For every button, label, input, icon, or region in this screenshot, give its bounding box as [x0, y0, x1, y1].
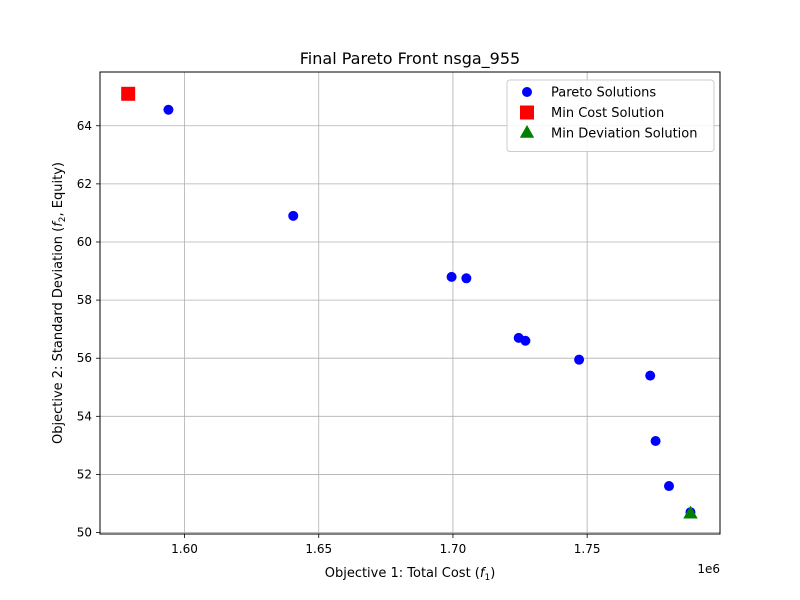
- y-axis-label-text: Objective 2: Standard Deviation (: [51, 227, 66, 444]
- pareto-point: [574, 354, 585, 365]
- legend-box: [506, 79, 715, 152]
- legend-marker: [522, 87, 532, 97]
- legend-label: Min Deviation Solution: [551, 127, 697, 142]
- y-axis-label-end: , Equity): [51, 162, 66, 216]
- pareto-point: [520, 335, 531, 346]
- x-axis-label-symbol: f: [480, 566, 487, 581]
- pareto-point: [461, 273, 472, 284]
- y-tick-label: 54: [77, 409, 92, 423]
- y-tick-label: 56: [77, 351, 92, 365]
- min-cost-point: [121, 86, 136, 101]
- x-axis-label-end: ): [490, 566, 495, 581]
- pareto-point: [664, 481, 675, 492]
- x-tick-label: 1.75: [574, 542, 601, 556]
- legend-marker: [520, 105, 534, 120]
- min-deviation-point: [683, 505, 698, 519]
- pareto-point: [650, 436, 661, 447]
- y-tick-label: 60: [77, 235, 92, 249]
- y-tick-label: 50: [77, 526, 92, 540]
- x-axis-label: Objective 1: Total Cost (f1): [325, 566, 496, 583]
- x-tick-label: 1.65: [305, 542, 332, 556]
- pareto-point: [645, 370, 656, 381]
- x-axis-label-subscript: 1: [484, 573, 490, 583]
- grid: [100, 72, 720, 534]
- plot-frame: [99, 71, 721, 535]
- ticks: 1.60 1.65 1.70 1.75 50 52 54 56 58 60 62 64: [77, 119, 601, 556]
- legend: Pareto Solutions Min Cost Solution Min Dev…: [506, 79, 715, 152]
- y-tick-label: 64: [77, 119, 92, 133]
- y-axis-label-subscript: 2: [58, 216, 68, 222]
- y-tick-label: 58: [77, 293, 92, 307]
- x-tick-label: 1.70: [440, 542, 467, 556]
- y-axis-label: Objective 2: Standard Deviation (f2, Equ…: [51, 162, 68, 444]
- pareto-point: [288, 210, 299, 221]
- legend-label: Pareto Solutions: [551, 86, 656, 101]
- data-layer: [121, 86, 698, 519]
- y-axis-label-symbol: f: [51, 220, 66, 227]
- x-axis-label-text: Objective 1: Total Cost (: [325, 566, 480, 581]
- legend-label: Min Cost Solution: [551, 106, 664, 121]
- pareto-point: [446, 271, 457, 282]
- pareto-point: [163, 104, 174, 115]
- x-offset-label: 1e6: [697, 562, 720, 576]
- legend-marker: [519, 125, 535, 138]
- x-tick-label: 1.60: [171, 542, 198, 556]
- chart-title: Final Pareto Front nsga_955: [300, 49, 520, 69]
- y-tick-label: 62: [77, 177, 92, 191]
- y-tick-label: 52: [77, 467, 92, 481]
